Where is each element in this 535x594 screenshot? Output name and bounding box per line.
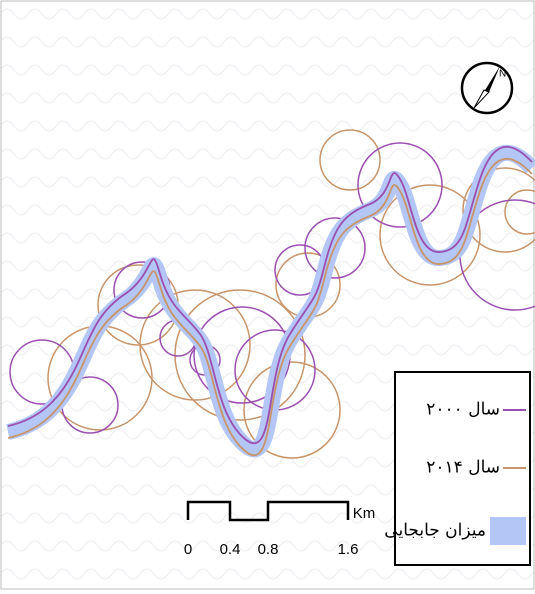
- legend-swatch: [490, 517, 526, 545]
- north-label: N: [499, 69, 506, 80]
- displacement-area: [6, 144, 535, 458]
- scale-bar: 0 0.4 0.8 1.6 Km: [184, 500, 376, 558]
- scale-unit: Km: [353, 505, 376, 522]
- legend: سال ۲۰۰۰ سال ۲۰۱۴ میزان جابجایی: [384, 371, 531, 566]
- scale-label: 0: [184, 541, 192, 558]
- river-2014: [7, 157, 533, 457]
- legend-label: سال ۲۰۱۴: [426, 458, 500, 478]
- scale-label: 0.8: [258, 541, 279, 558]
- legend-label: سال ۲۰۰۰: [426, 400, 500, 420]
- scale-label: 0.4: [220, 541, 241, 558]
- scale-label: 1.6: [338, 541, 359, 558]
- north-arrow: N: [460, 61, 514, 115]
- legend-label: میزان جابجایی: [384, 521, 486, 541]
- river-2000: [7, 145, 533, 445]
